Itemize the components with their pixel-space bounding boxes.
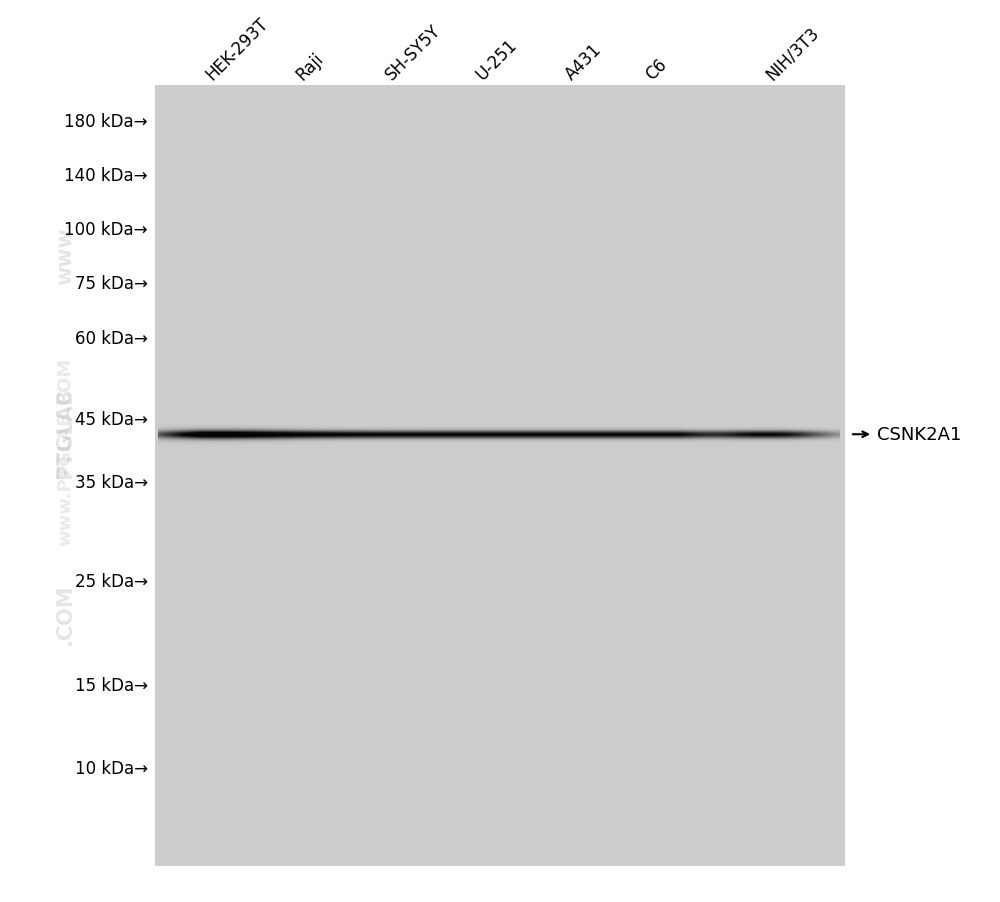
Text: 75 kDa→: 75 kDa→ [75,275,148,293]
Text: CSNK2A1: CSNK2A1 [877,426,961,444]
Text: C6: C6 [642,56,671,84]
Text: 10 kDa→: 10 kDa→ [75,759,148,778]
Text: 60 kDa→: 60 kDa→ [75,329,148,347]
Text: 15 kDa→: 15 kDa→ [75,676,148,695]
Text: 140 kDa→: 140 kDa→ [64,167,148,185]
Text: NIH/3T3: NIH/3T3 [762,23,822,84]
Text: www.PTGLAB.COM: www.PTGLAB.COM [56,357,74,545]
Text: 180 kDa→: 180 kDa→ [64,113,148,131]
Text: SH-SY5Y: SH-SY5Y [382,22,445,84]
Bar [155,86,845,866]
Text: PTGLAB: PTGLAB [55,387,75,479]
Text: 100 kDa→: 100 kDa→ [64,221,148,239]
Text: www.: www. [55,220,75,285]
Text: 35 kDa→: 35 kDa→ [75,474,148,492]
Text: HEK-293T: HEK-293T [202,14,271,84]
Text: 45 kDa→: 45 kDa→ [75,410,148,428]
Text: 25 kDa→: 25 kDa→ [75,573,148,591]
Text: Raji: Raji [292,50,327,84]
Text: U-251: U-251 [472,36,520,84]
Text: .COM: .COM [55,583,75,644]
Text: A431: A431 [562,41,605,84]
